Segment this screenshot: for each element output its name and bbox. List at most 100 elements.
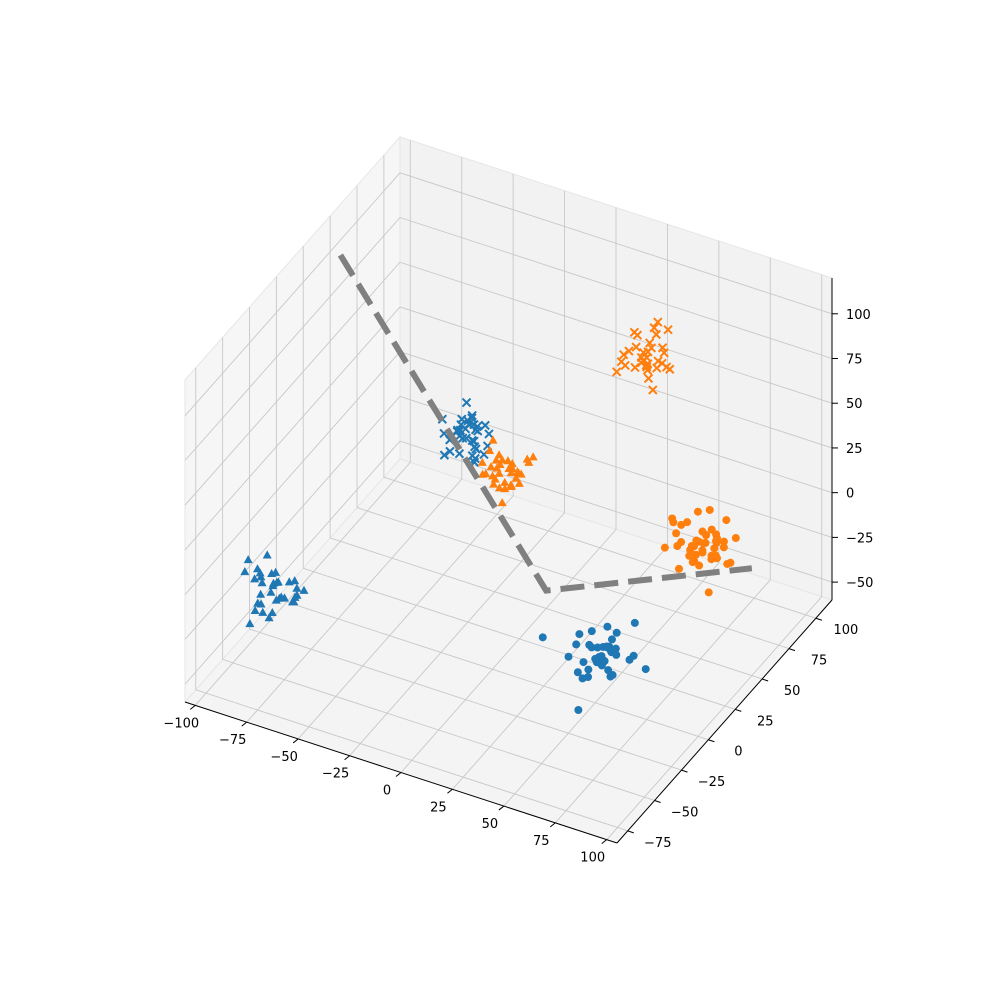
y-tick-label: −50 bbox=[671, 805, 698, 820]
x-tick bbox=[241, 721, 248, 727]
scatter-point bbox=[663, 324, 673, 335]
scatter-point bbox=[240, 567, 250, 576]
scatter-point bbox=[707, 525, 716, 534]
scatter-point bbox=[687, 542, 696, 551]
scatter-point bbox=[258, 607, 268, 616]
scatter-point bbox=[489, 479, 499, 488]
scatter-point bbox=[705, 505, 714, 514]
series-blue-triangle bbox=[240, 550, 309, 628]
x-tick-label: 25 bbox=[430, 800, 447, 815]
scatter-point bbox=[668, 514, 677, 523]
scatter-point bbox=[299, 585, 309, 594]
series-blue-circle bbox=[538, 618, 650, 715]
x-tick bbox=[395, 772, 402, 777]
scatter-point bbox=[250, 605, 260, 615]
scatter-point bbox=[454, 448, 465, 459]
scatter-point bbox=[506, 468, 516, 477]
scatter-point bbox=[690, 557, 699, 566]
scatter-point bbox=[491, 455, 501, 464]
y-tick-label: 100 bbox=[833, 623, 858, 638]
scatter-point bbox=[604, 666, 613, 675]
scatter-point bbox=[612, 650, 621, 659]
x-tick-label: −75 bbox=[219, 733, 246, 748]
scatter-point bbox=[629, 651, 638, 660]
scatter-point bbox=[611, 367, 622, 377]
scatter-point bbox=[507, 459, 517, 468]
scatter-point bbox=[719, 537, 728, 546]
x-tick bbox=[549, 822, 556, 828]
scatter-point bbox=[467, 410, 477, 421]
scatter-point bbox=[500, 477, 510, 486]
data-series bbox=[240, 317, 740, 715]
x-tick bbox=[601, 839, 608, 845]
scatter-point bbox=[579, 658, 588, 667]
scatter-point bbox=[578, 674, 587, 683]
z-gridline bbox=[184, 261, 833, 506]
y-tick bbox=[708, 739, 715, 743]
scatter-point bbox=[461, 433, 472, 443]
series-orange-triangle bbox=[477, 435, 538, 507]
scatter-point bbox=[693, 507, 702, 516]
y-tick bbox=[627, 830, 634, 834]
scatter-point bbox=[685, 551, 694, 560]
scatter-point bbox=[624, 346, 634, 356]
scatter-point bbox=[572, 640, 581, 649]
y-tick bbox=[681, 769, 688, 773]
scatter-point bbox=[691, 550, 700, 559]
scatter-point bbox=[516, 469, 526, 478]
scatter-point bbox=[266, 587, 276, 596]
scatter-point bbox=[494, 450, 504, 459]
scatter-point bbox=[279, 593, 289, 602]
scatter-point bbox=[603, 643, 612, 652]
scatter-point bbox=[267, 607, 277, 617]
scatter-point bbox=[490, 474, 500, 483]
scatter-point bbox=[712, 537, 721, 546]
scatter-point bbox=[467, 413, 477, 423]
scatter-point bbox=[619, 349, 629, 360]
scatter-point bbox=[243, 555, 253, 564]
scatter-point bbox=[657, 343, 668, 353]
scatter-point bbox=[271, 595, 281, 604]
scatter-point bbox=[492, 463, 502, 472]
scatter-point bbox=[271, 567, 281, 576]
scatter-point bbox=[439, 450, 450, 460]
scatter-point bbox=[488, 435, 498, 444]
x-tick-label: −25 bbox=[322, 767, 349, 782]
scatter-point bbox=[255, 568, 265, 577]
scatter-point bbox=[607, 635, 616, 644]
scatter-point bbox=[464, 419, 474, 430]
x-tick-label: −50 bbox=[270, 750, 297, 765]
scatter-point bbox=[250, 574, 260, 583]
y-gridline bbox=[383, 155, 817, 619]
y-tick-label: −75 bbox=[644, 836, 671, 851]
dashed-line bbox=[337, 253, 753, 594]
scatter-point bbox=[599, 657, 608, 666]
z-tick-label: 50 bbox=[846, 397, 863, 412]
series-orange-circle bbox=[660, 505, 740, 597]
z-tick-label: 100 bbox=[846, 308, 871, 323]
scatter-point bbox=[638, 347, 649, 358]
y-tick-label: −25 bbox=[698, 775, 725, 790]
x-gridline bbox=[297, 173, 514, 740]
x-gridline bbox=[554, 257, 771, 824]
scatter-point bbox=[630, 362, 640, 373]
scatter-point bbox=[257, 578, 267, 587]
scatter-point bbox=[584, 665, 593, 674]
scatter-point bbox=[256, 599, 266, 608]
scatter-point bbox=[289, 597, 299, 606]
z-gridline bbox=[184, 216, 833, 461]
scatter-point bbox=[497, 455, 507, 464]
scatter-point bbox=[485, 445, 495, 454]
scatter-point bbox=[722, 516, 731, 525]
scatter-point bbox=[564, 652, 573, 661]
scatter-point bbox=[573, 668, 582, 677]
x-gridline bbox=[194, 140, 411, 706]
y-tick bbox=[654, 800, 661, 803]
z-gridline bbox=[184, 306, 833, 551]
z-gridline bbox=[184, 172, 833, 417]
x-gridline bbox=[606, 274, 823, 840]
scatter-point bbox=[514, 478, 524, 487]
scatter-point bbox=[538, 633, 547, 642]
scatter-point bbox=[648, 385, 658, 395]
